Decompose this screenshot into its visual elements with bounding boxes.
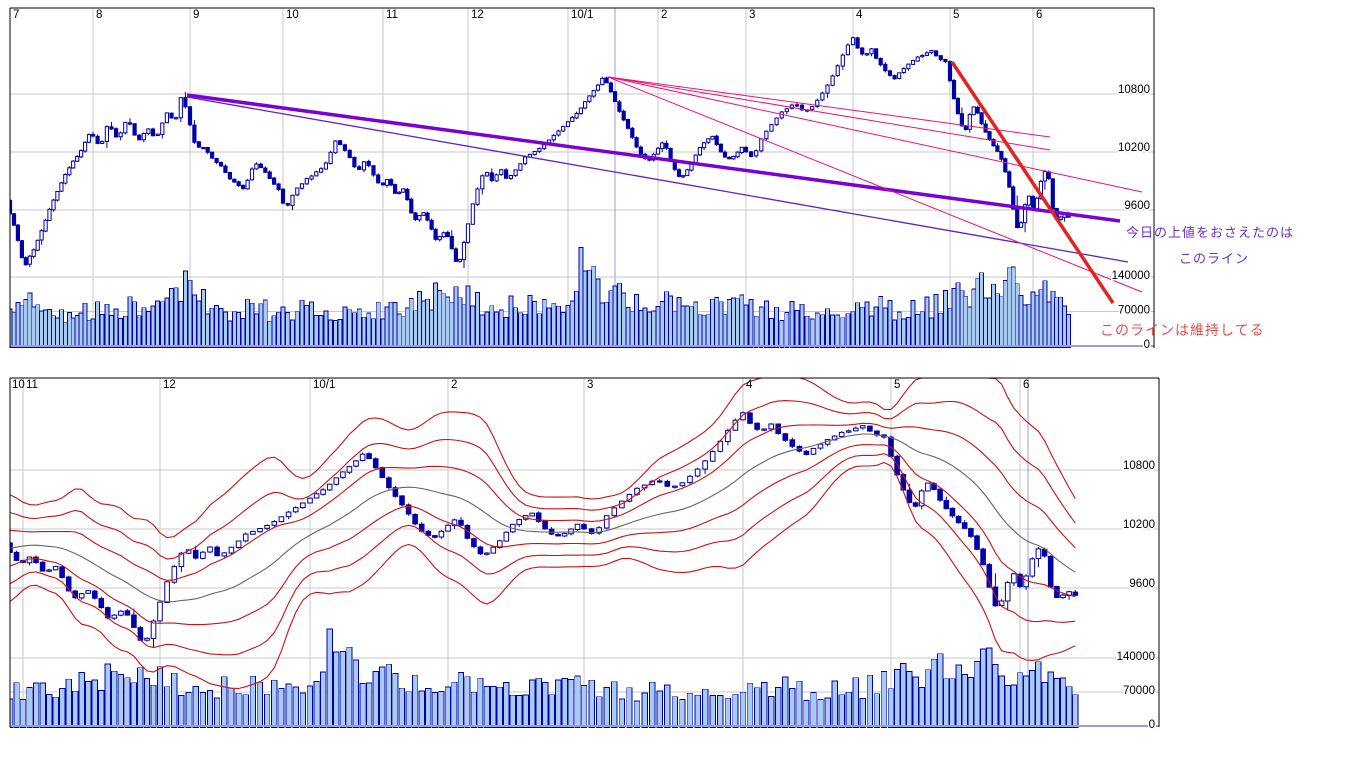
y-axis-label: 140000 <box>1117 651 1155 663</box>
y-axis-label: 10200 <box>1123 519 1155 531</box>
month-label: 11 <box>26 379 38 391</box>
fan-line-2 <box>607 76 1051 151</box>
resistance-line-thin <box>186 96 1129 263</box>
y-axis-label: 140000 <box>1112 270 1150 282</box>
daily-one-year-chart-volume-bars <box>10 247 1072 348</box>
month-label: 12 <box>471 9 484 21</box>
month-label: 4 <box>746 379 753 391</box>
month-label: 10/1 <box>571 9 593 21</box>
resistance-line-thick <box>186 93 1121 223</box>
daily-one-year-chart-grid <box>10 8 1154 346</box>
bottom-chart[interactable]: 10 11 12 10/1 2 3 4 5 6 10800 10200 9600 140000 70000… <box>7 368 1160 733</box>
month-label: 6 <box>1036 9 1042 21</box>
month-label: 3 <box>587 379 593 391</box>
daily-one-year-chart-candles <box>10 36 1071 268</box>
month-label: 3 <box>749 9 755 21</box>
month-label: 8 <box>96 9 102 21</box>
month-label: 7 <box>13 9 19 21</box>
y-axis-label: 10200 <box>1118 142 1150 154</box>
month-label: 2 <box>661 9 667 21</box>
y-axis-label: 70000 <box>1118 305 1150 317</box>
top-chart[interactable]: 7 8 9 10 11 12 10/1 2 3 4 5 6 10800 10200 9600 140000 70… <box>8 7 1155 353</box>
month-label: 10 <box>12 379 25 391</box>
y-axis-label: 10800 <box>1118 84 1150 96</box>
month-label: 11 <box>386 9 398 21</box>
fan-line-4 <box>607 76 1143 293</box>
month-label: 4 <box>856 9 863 21</box>
daily-one-year-chart-frame <box>9 7 1155 348</box>
month-label: 10/1 <box>313 379 335 391</box>
month-label: 6 <box>1023 379 1029 391</box>
y-axis-label: 10800 <box>1123 460 1155 472</box>
trendline-annotation-2[interactable]: このライン <box>1179 251 1250 266</box>
fan-line-1 <box>607 76 1051 138</box>
daily-bollinger-chart-volume-bars <box>10 628 1079 728</box>
trendline-annotation-1[interactable]: 今日の上値をおさえたのは <box>1126 225 1295 240</box>
y-axis-label: 9600 <box>1129 578 1155 590</box>
daily-one-year-chart-axis-labels: 7 8 9 10 11 12 10/1 2 3 4 5 6 10800 10200 9600 140000 70… <box>13 9 1152 353</box>
month-label: 12 <box>163 379 176 391</box>
y-axis-label: 0 <box>1144 339 1150 351</box>
month-label: 5 <box>953 9 959 21</box>
downtrend-line-red <box>950 61 1115 304</box>
trendline-annotation-3[interactable]: このラインは維持してる <box>1100 322 1265 338</box>
daily-one-year-chart-trendlines <box>186 61 1143 304</box>
y-axis-label: 9600 <box>1124 200 1150 212</box>
month-label: 10 <box>286 9 299 21</box>
daily-bollinger-chart-frame <box>9 377 1160 727</box>
month-label: 2 <box>451 379 457 391</box>
y-axis-label: 0 <box>1149 719 1155 731</box>
fan-line-3 <box>607 76 1143 193</box>
daily-bollinger-chart-axis-labels: 10 11 12 10/1 2 3 4 5 6 10800 10200 9600 140000 70000… <box>12 379 1157 733</box>
daily-bollinger-chart-bollinger-bands <box>10 378 1076 690</box>
month-label: 9 <box>193 9 199 21</box>
y-axis-label: 70000 <box>1123 685 1155 697</box>
month-label: 5 <box>894 379 900 391</box>
